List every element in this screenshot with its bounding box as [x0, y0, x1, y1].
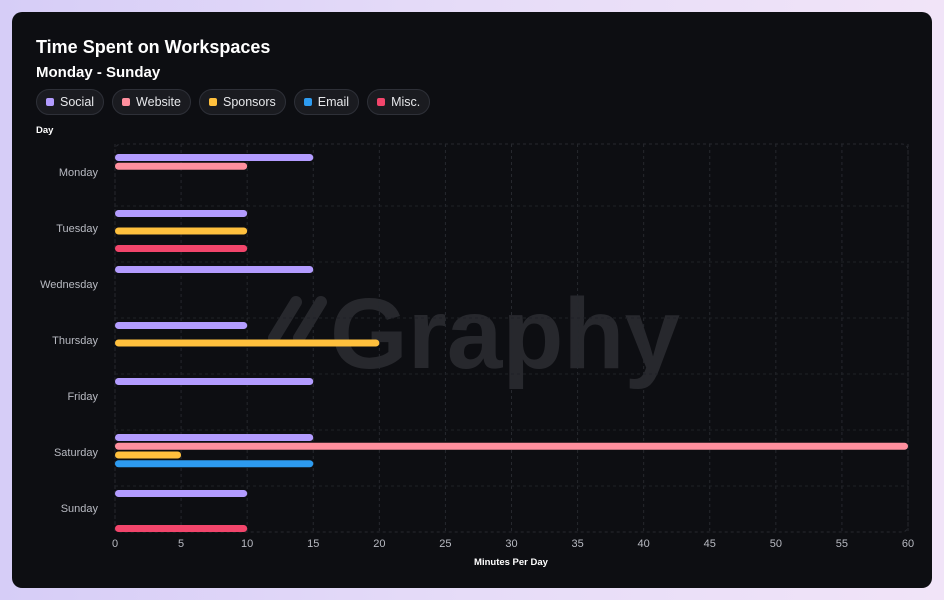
- bar-chart: Graphy Monday Tuesday Wednesday Thursday Fri…: [36, 125, 914, 568]
- y-tick-tuesday: Tuesday: [56, 223, 98, 235]
- x-axis-ticks: 0 5 10 15 20 25 30 35 40 45 50 55 60: [112, 538, 914, 550]
- bar-tuesday-misc[interactable]: [115, 245, 248, 252]
- bar-saturday-social[interactable]: [115, 434, 314, 441]
- y-tick-sunday: Sunday: [61, 503, 99, 515]
- legend-item-email[interactable]: Email: [293, 89, 360, 115]
- bar-wednesday-social[interactable]: [115, 266, 314, 273]
- legend-item-sponsors[interactable]: Sponsors: [198, 89, 286, 115]
- x-tick-25: 25: [439, 538, 451, 550]
- legend-swatch-email: [303, 98, 312, 106]
- x-tick-55: 55: [836, 538, 848, 550]
- x-tick-10: 10: [241, 538, 253, 550]
- bar-sunday-social[interactable]: [115, 490, 248, 497]
- legend-item-misc[interactable]: Misc.: [367, 89, 431, 115]
- graphy-watermark: Graphy: [268, 278, 680, 390]
- bar-thursday-social[interactable]: [115, 322, 248, 329]
- y-tick-wednesday: Wednesday: [40, 279, 98, 291]
- x-tick-15: 15: [307, 538, 319, 550]
- watermark-text: Graphy: [330, 278, 680, 390]
- legend: Social Website Sponsors Email Misc.: [36, 89, 431, 115]
- legend-swatch-website: [122, 98, 131, 106]
- bar-sunday-misc[interactable]: [115, 525, 248, 532]
- chart-title: Time Spent on Workspaces: [36, 37, 271, 57]
- bar-thursday-sponsors[interactable]: [115, 339, 380, 347]
- grid: [114, 143, 909, 533]
- bar-tuesday-social[interactable]: [115, 210, 248, 217]
- chart-subtitle: Monday - Sunday: [36, 64, 161, 81]
- bars: [115, 154, 908, 532]
- legend-swatch-sponsors: [208, 98, 217, 106]
- x-tick-5: 5: [178, 538, 184, 550]
- bar-saturday-email[interactable]: [115, 460, 314, 468]
- legend-label-sponsors: Sponsors: [222, 95, 276, 109]
- bar-monday-website[interactable]: [115, 162, 248, 170]
- y-tick-monday: Monday: [59, 167, 99, 179]
- x-axis-title: Minutes Per Day: [474, 557, 549, 568]
- bar-saturday-sponsors[interactable]: [115, 451, 182, 459]
- x-tick-20: 20: [373, 538, 385, 550]
- y-axis-ticks: Monday Tuesday Wednesday Thursday Friday Satu…: [40, 167, 98, 515]
- y-tick-friday: Friday: [67, 391, 98, 403]
- x-tick-0: 0: [112, 538, 118, 550]
- x-tick-40: 40: [638, 538, 650, 550]
- bar-saturday-website[interactable]: [115, 442, 908, 450]
- bar-friday-social[interactable]: [115, 378, 314, 385]
- x-tick-30: 30: [505, 538, 517, 550]
- x-tick-35: 35: [571, 538, 583, 550]
- y-axis-title: Day: [36, 125, 54, 136]
- y-tick-thursday: Thursday: [52, 335, 98, 347]
- x-tick-50: 50: [770, 538, 782, 550]
- x-tick-60: 60: [902, 538, 914, 550]
- x-tick-45: 45: [704, 538, 716, 550]
- legend-label-misc: Misc.: [391, 95, 421, 109]
- legend-item-website[interactable]: Website: [112, 89, 191, 115]
- legend-label-website: Website: [136, 95, 181, 109]
- y-tick-saturday: Saturday: [54, 447, 99, 459]
- legend-swatch-social: [46, 98, 54, 106]
- legend-item-social[interactable]: Social: [36, 89, 105, 115]
- bar-tuesday-sponsors[interactable]: [115, 227, 248, 235]
- legend-label-social: Social: [60, 95, 95, 109]
- chart-card: Time Spent on Workspaces Monday - Sunday…: [12, 12, 932, 588]
- legend-swatch-misc: [377, 98, 386, 106]
- legend-label-email: Email: [317, 95, 350, 109]
- bar-monday-social[interactable]: [115, 154, 314, 161]
